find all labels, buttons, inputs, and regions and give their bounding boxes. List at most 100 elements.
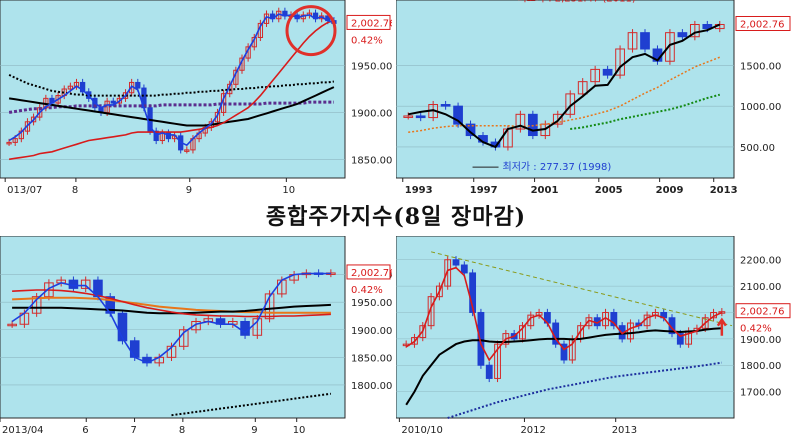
last-price-box <box>346 14 391 30</box>
candle-body <box>565 93 576 115</box>
x-tick-label: 013/07 <box>7 185 42 196</box>
y-tick-label: 1800.00 <box>351 381 392 392</box>
last-price-label: 2,002.76 <box>740 307 785 318</box>
last-price-label: 2,002.76 <box>351 268 392 279</box>
x-tick-label: 2013 <box>710 185 738 196</box>
x-tick-label: 2013 <box>612 425 637 435</box>
candle-body <box>80 279 91 289</box>
candle-body <box>469 272 477 313</box>
candle-body <box>689 23 700 38</box>
y-tick-label: 1950.00 <box>351 298 392 309</box>
x-tick-label: 8 <box>179 425 185 435</box>
last-price-label: 2,002.76 <box>740 19 785 30</box>
candle-body <box>30 116 37 123</box>
ma-line-dotted-black <box>8 73 335 97</box>
candle-body <box>79 81 86 93</box>
candle-body <box>519 325 526 340</box>
candle-body <box>153 130 159 142</box>
x-tick-label: 9 <box>186 185 192 196</box>
candle-body <box>440 104 451 107</box>
ma-line-blue <box>8 13 335 147</box>
monthly-chart: 1700.001800.001900.002000.002100.002200.… <box>396 236 792 435</box>
ma-line-red <box>12 289 331 318</box>
candle-body <box>452 259 460 266</box>
candle-body <box>494 343 501 379</box>
candle-body <box>411 337 418 345</box>
plot-area <box>0 236 346 419</box>
candle-body <box>465 123 476 137</box>
candle-body <box>129 340 140 358</box>
highlight-circle <box>285 5 337 57</box>
candle-body <box>602 68 613 76</box>
x-tick-label: 2012 <box>520 425 545 435</box>
ma-line-dotted-blue <box>447 361 722 419</box>
candle-body <box>184 149 190 152</box>
candle-body <box>502 333 510 345</box>
candle-body <box>55 95 61 104</box>
candle-body <box>453 105 463 125</box>
y-tick-label: 2100.00 <box>740 282 781 293</box>
candle-body <box>477 311 485 366</box>
weekly-chart: 1800.001850.001900.001950.002000.002013/… <box>0 236 392 435</box>
ma-line-dotted-black <box>171 392 332 417</box>
candle-body <box>12 138 18 143</box>
last-change-label: 0.42% <box>351 285 383 296</box>
x-tick-label: 2013/04 <box>2 425 44 435</box>
y-tick-label: 1900.00 <box>740 335 781 346</box>
x-tick-label: 2009 <box>656 185 684 196</box>
candle-body <box>485 364 493 379</box>
x-tick-label: 1993 <box>405 185 433 196</box>
y-tick-label: 2200.00 <box>740 256 781 267</box>
up-arrow-icon <box>716 317 727 336</box>
candle-body <box>702 23 713 30</box>
candle-body <box>590 68 601 83</box>
candle-body <box>552 113 563 125</box>
x-tick-label: 8 <box>72 185 78 196</box>
ma-line-red <box>405 266 723 362</box>
x-tick-label: 1997 <box>470 185 498 196</box>
ma-line-black <box>8 86 335 127</box>
x-tick-label: 2010/10 <box>401 425 443 435</box>
last-change-label: 0.42% <box>351 35 383 46</box>
x-tick-label: 9 <box>251 425 257 435</box>
candle-body <box>135 81 141 89</box>
y-tick-label: 1000.00 <box>740 102 781 113</box>
y-tick-label: 1500.00 <box>740 61 781 72</box>
y-tick-label: 1900.00 <box>351 326 392 337</box>
y-tick-label: 500.00 <box>740 143 775 154</box>
y-tick-label: 1850.00 <box>351 155 392 166</box>
candle-body <box>110 100 116 104</box>
candle-body <box>419 325 427 339</box>
high-note: 최고가 : 2,231.47 (2011) <box>517 0 635 5</box>
last-price-box <box>735 303 791 319</box>
candle-body <box>117 312 128 342</box>
x-tick-label: 2001 <box>531 185 559 196</box>
low-note: 최저가 : 277.37 (1998) <box>503 161 612 173</box>
candle-body <box>252 318 263 336</box>
ma-line-black <box>408 23 721 149</box>
ma-line-blue <box>11 272 331 364</box>
x-tick-label: 7 <box>131 425 137 435</box>
ma-line-green <box>570 93 721 130</box>
x-tick-label: 6 <box>82 425 88 435</box>
candle-body <box>191 320 201 331</box>
ma-line-orange <box>12 296 331 314</box>
candle-body <box>640 32 650 50</box>
ma-line-orange <box>408 56 721 134</box>
ma-line-dotted-purple <box>8 100 334 114</box>
candle-body <box>577 81 588 95</box>
ma-line-red <box>8 19 335 161</box>
ma-line-black <box>12 303 331 315</box>
last-price-label: 2,002.76 <box>351 18 392 29</box>
candle-body <box>7 323 17 327</box>
candle-body <box>701 317 709 329</box>
daily-chart: 1850.00 1900.00 1950.00 013/07 8 9 10 2,002.76 0… <box>0 0 392 200</box>
candle-body <box>427 296 435 327</box>
candle-body <box>677 32 688 38</box>
plot-area <box>396 0 735 179</box>
candle-body <box>615 48 625 76</box>
candle-body <box>560 343 568 361</box>
candle-body <box>627 32 638 50</box>
candle-body <box>676 333 684 345</box>
candle-body <box>460 264 468 274</box>
